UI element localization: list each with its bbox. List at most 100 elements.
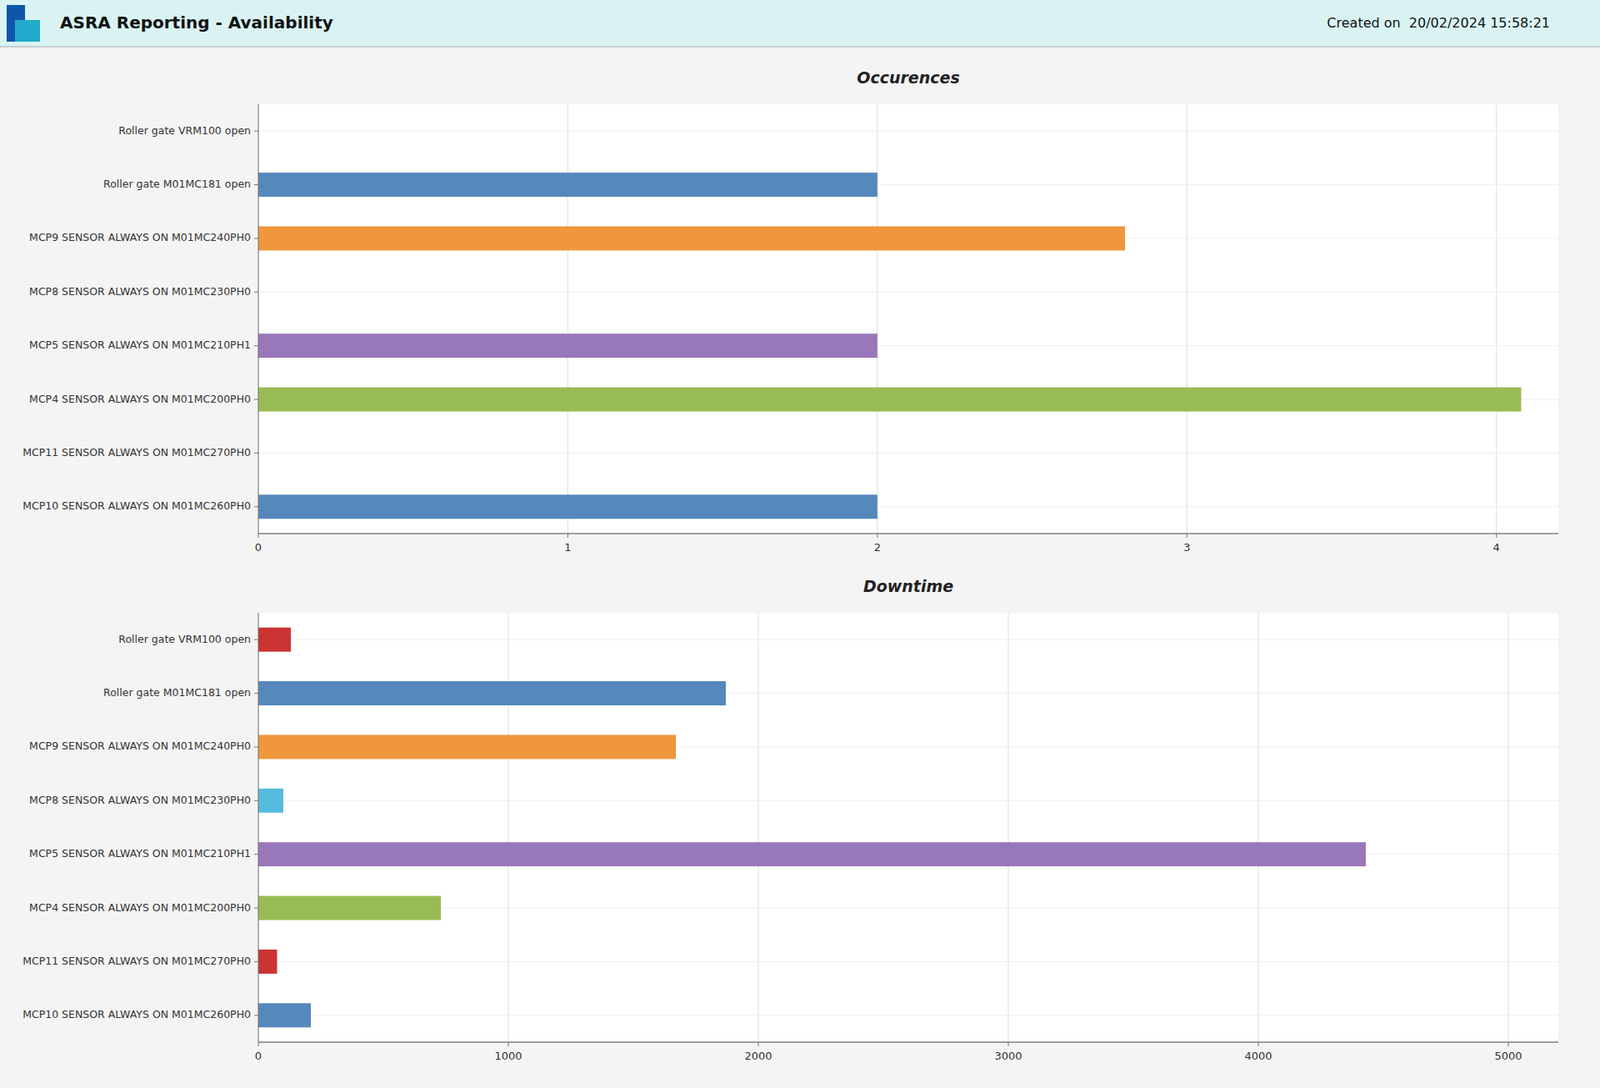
- x-tick-label: 2: [874, 540, 881, 554]
- y-tick: [254, 800, 259, 801]
- grid-line: [1258, 612, 1260, 1042]
- x-axis-line: [258, 532, 1559, 534]
- grid-line: [258, 1014, 1559, 1015]
- header-bar: [0, 0, 1600, 47]
- page-title: ASRA Reporting - Availability: [60, 12, 334, 33]
- grid-line: [258, 452, 1559, 454]
- bar: [258, 895, 441, 920]
- x-tick: [1008, 1041, 1010, 1046]
- y-tick: [254, 639, 259, 640]
- grid-line: [758, 612, 760, 1042]
- y-tick: [254, 692, 259, 694]
- bars: [258, 172, 1521, 519]
- x-tick-label: 1000: [494, 1049, 522, 1062]
- y-tick: [254, 505, 259, 507]
- y-tick-label: MCP10 SENSOR ALWAYS ON M01MC260PH0: [22, 499, 251, 512]
- y-tick-label: MCP8 SENSOR ALWAYS ON M01MC230PH0: [29, 793, 251, 806]
- grid-line: [1508, 612, 1510, 1042]
- y-tick-label: MCP4 SENSOR ALWAYS ON M01MC200PH0: [29, 392, 251, 405]
- grid-line: [567, 104, 569, 534]
- chart: Downtime 0 1000 2000 3000 4000 5000 Roller gate…: [22, 576, 1559, 1062]
- x-tick-label: 3: [1183, 540, 1190, 554]
- grid-line: [1008, 612, 1010, 1042]
- x-tick: [508, 1041, 510, 1046]
- y-tick: [254, 452, 259, 454]
- bar: [258, 841, 1366, 866]
- y-tick-label: MCP11 SENSOR ALWAYS ON M01MC270PH0: [22, 954, 251, 967]
- header-date: Created on 20/02/2024 15:58:21: [1326, 15, 1550, 31]
- grid-line: [258, 612, 260, 1042]
- y-tick-label: Roller gate VRM100 open: [118, 124, 251, 137]
- bar: [258, 734, 676, 759]
- bar: [258, 949, 278, 974]
- y-tick: [254, 184, 259, 185]
- grid-line: [258, 907, 1559, 909]
- y-tick-label: MCP9 SENSOR ALWAYS ON M01MC240PH0: [29, 739, 251, 752]
- x-tick-label: 3000: [994, 1049, 1022, 1062]
- y-tick-label: MCP5 SENSOR ALWAYS ON M01MC210PH1: [29, 846, 251, 860]
- grid-line: [1186, 104, 1188, 534]
- y-tick: [254, 907, 259, 909]
- grid-line: [1495, 104, 1497, 534]
- grid-line: [508, 612, 510, 1042]
- x-axis-line: [258, 1040, 1559, 1042]
- y-tick: [254, 960, 259, 962]
- y-axis-line: [258, 104, 260, 534]
- y-tick: [254, 345, 259, 346]
- x-tick-label: 0: [255, 1049, 262, 1062]
- bar: [258, 788, 284, 813]
- bar: [258, 1002, 311, 1027]
- logo: [15, 20, 40, 42]
- y-tick-label: Roller gate M01MC181 open: [103, 177, 251, 190]
- y-tick-label: MCP11 SENSOR ALWAYS ON M01MC270PH0: [22, 445, 251, 459]
- plot-area: [258, 104, 1559, 534]
- chart: Occurences 0 1 2 3 4 Roller gate VRM100 open Ro…: [22, 68, 1559, 554]
- header-border: [0, 46, 1600, 48]
- y-tick-label: MCP10 SENSOR ALWAYS ON M01MC260PH0: [22, 1007, 251, 1020]
- grid-line: [258, 291, 1559, 293]
- x-tick: [567, 533, 569, 538]
- bar: [258, 627, 291, 652]
- grid-line: [258, 104, 260, 534]
- y-tick: [254, 1014, 259, 1015]
- x-tick: [1186, 533, 1188, 538]
- y-tick: [254, 237, 259, 239]
- plot-area: [258, 612, 1559, 1042]
- y-tick: [254, 130, 259, 132]
- y-tick-label: MCP8 SENSOR ALWAYS ON M01MC230PH0: [29, 285, 251, 298]
- y-tick: [254, 745, 259, 747]
- x-tick-label: 5000: [1494, 1049, 1522, 1062]
- x-tick: [758, 1041, 760, 1046]
- x-tick-label: 4000: [1244, 1049, 1272, 1062]
- x-tick-label: 4: [1493, 540, 1500, 554]
- background: [0, 0, 1600, 1088]
- y-tick: [254, 853, 259, 855]
- grid-line: [258, 639, 1559, 640]
- chart-title: Downtime: [863, 576, 954, 595]
- bar: [258, 225, 1125, 250]
- bar: [258, 494, 878, 519]
- x-tick: [258, 1041, 260, 1046]
- bars: [258, 627, 1366, 1028]
- grid-line: [258, 130, 1559, 132]
- y-tick-label: Roller gate M01MC181 open: [103, 685, 251, 699]
- y-tick: [254, 291, 259, 293]
- bar: [258, 680, 726, 705]
- grid-line: [876, 104, 878, 534]
- y-tick-label: MCP4 SENSOR ALWAYS ON M01MC200PH0: [29, 900, 251, 914]
- grid-line: [258, 800, 1559, 801]
- x-tick: [1495, 533, 1497, 538]
- x-tick-label: 1: [564, 540, 571, 554]
- x-tick-label: 0: [255, 540, 262, 554]
- x-tick: [876, 533, 878, 538]
- bar: [258, 387, 1521, 412]
- bar: [258, 333, 878, 358]
- y-tick-label: MCP5 SENSOR ALWAYS ON M01MC210PH1: [29, 338, 251, 351]
- y-tick-label: Roller gate VRM100 open: [118, 632, 251, 645]
- chart-title: Occurences: [856, 68, 960, 87]
- x-tick: [1508, 1041, 1510, 1046]
- x-tick-label: 2000: [744, 1049, 772, 1062]
- y-tick-label: MCP9 SENSOR ALWAYS ON M01MC240PH0: [29, 230, 251, 244]
- y-tick: [254, 399, 259, 400]
- x-tick: [258, 533, 260, 538]
